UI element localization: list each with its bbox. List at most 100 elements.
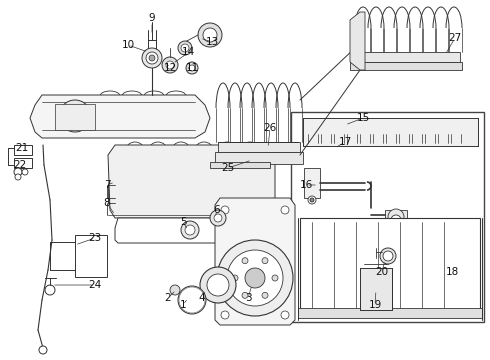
Circle shape	[459, 265, 465, 271]
Text: 15: 15	[356, 113, 369, 123]
Text: 11: 11	[185, 63, 198, 73]
Circle shape	[272, 275, 278, 281]
Circle shape	[142, 48, 162, 68]
Circle shape	[203, 28, 217, 42]
Bar	[352, 52, 460, 62]
Text: 5: 5	[180, 217, 186, 227]
Circle shape	[217, 240, 293, 316]
Circle shape	[232, 275, 238, 281]
Circle shape	[184, 292, 200, 308]
Circle shape	[383, 251, 393, 261]
Circle shape	[189, 65, 195, 71]
Circle shape	[182, 290, 202, 310]
Circle shape	[22, 169, 28, 175]
Circle shape	[242, 292, 248, 298]
Circle shape	[281, 311, 289, 319]
Circle shape	[181, 221, 199, 239]
Text: 26: 26	[264, 123, 277, 133]
Text: 24: 24	[88, 280, 101, 290]
Circle shape	[457, 263, 467, 273]
Bar	[350, 62, 462, 70]
Circle shape	[39, 346, 47, 354]
Bar	[75, 235, 107, 277]
Bar	[215, 152, 303, 164]
Bar	[210, 162, 270, 168]
Circle shape	[262, 258, 268, 264]
Text: 25: 25	[221, 163, 235, 173]
Polygon shape	[30, 95, 210, 138]
Circle shape	[281, 206, 289, 214]
Circle shape	[162, 57, 178, 73]
Bar	[298, 308, 482, 318]
Text: 9: 9	[148, 13, 155, 23]
Text: 23: 23	[88, 233, 101, 243]
Text: 19: 19	[368, 300, 382, 310]
Circle shape	[180, 288, 203, 311]
Text: 4: 4	[198, 293, 205, 303]
Circle shape	[210, 210, 226, 226]
Circle shape	[441, 261, 455, 275]
Circle shape	[166, 61, 174, 69]
Text: 22: 22	[13, 160, 26, 170]
Bar	[218, 142, 300, 152]
Text: 20: 20	[375, 267, 389, 277]
Bar	[14, 145, 32, 155]
Text: 27: 27	[448, 33, 462, 43]
Circle shape	[179, 287, 205, 313]
Text: 13: 13	[205, 37, 219, 47]
Circle shape	[200, 267, 236, 303]
Circle shape	[207, 274, 229, 296]
Polygon shape	[108, 145, 275, 218]
Polygon shape	[115, 218, 268, 243]
Text: 1: 1	[180, 300, 186, 310]
Circle shape	[198, 23, 222, 47]
Bar	[303, 118, 478, 146]
Circle shape	[388, 209, 404, 225]
Text: 3: 3	[245, 293, 251, 303]
Circle shape	[14, 168, 22, 176]
Bar	[14, 158, 32, 168]
Circle shape	[310, 198, 314, 202]
Circle shape	[214, 214, 222, 222]
Bar	[304, 168, 320, 198]
Circle shape	[65, 106, 85, 126]
Circle shape	[59, 100, 91, 132]
Circle shape	[186, 62, 198, 74]
Text: 7: 7	[104, 180, 110, 190]
Circle shape	[149, 55, 155, 61]
Circle shape	[227, 250, 283, 306]
Text: 8: 8	[104, 198, 110, 208]
Circle shape	[221, 311, 229, 319]
Text: 18: 18	[445, 267, 459, 277]
Circle shape	[391, 215, 401, 225]
Text: 6: 6	[214, 205, 220, 215]
Circle shape	[245, 268, 265, 288]
Text: 12: 12	[163, 63, 176, 73]
Bar	[291, 112, 484, 322]
Text: 10: 10	[122, 40, 135, 50]
Circle shape	[178, 41, 192, 55]
Circle shape	[45, 285, 55, 295]
Text: 2: 2	[165, 293, 172, 303]
Polygon shape	[215, 198, 295, 325]
Circle shape	[170, 285, 180, 295]
Circle shape	[380, 248, 396, 264]
Polygon shape	[350, 12, 365, 70]
Circle shape	[308, 196, 316, 204]
Text: 21: 21	[15, 143, 28, 153]
Bar	[360, 268, 392, 310]
Text: 17: 17	[339, 137, 352, 147]
Circle shape	[221, 206, 229, 214]
Text: 16: 16	[299, 180, 313, 190]
Circle shape	[146, 52, 158, 64]
Bar	[300, 218, 480, 314]
Circle shape	[444, 264, 452, 272]
Circle shape	[262, 292, 268, 298]
Circle shape	[242, 258, 248, 264]
Circle shape	[178, 286, 206, 314]
Circle shape	[185, 225, 195, 235]
Circle shape	[15, 174, 21, 180]
Text: 14: 14	[181, 47, 195, 57]
Circle shape	[189, 297, 195, 303]
Polygon shape	[55, 104, 95, 130]
